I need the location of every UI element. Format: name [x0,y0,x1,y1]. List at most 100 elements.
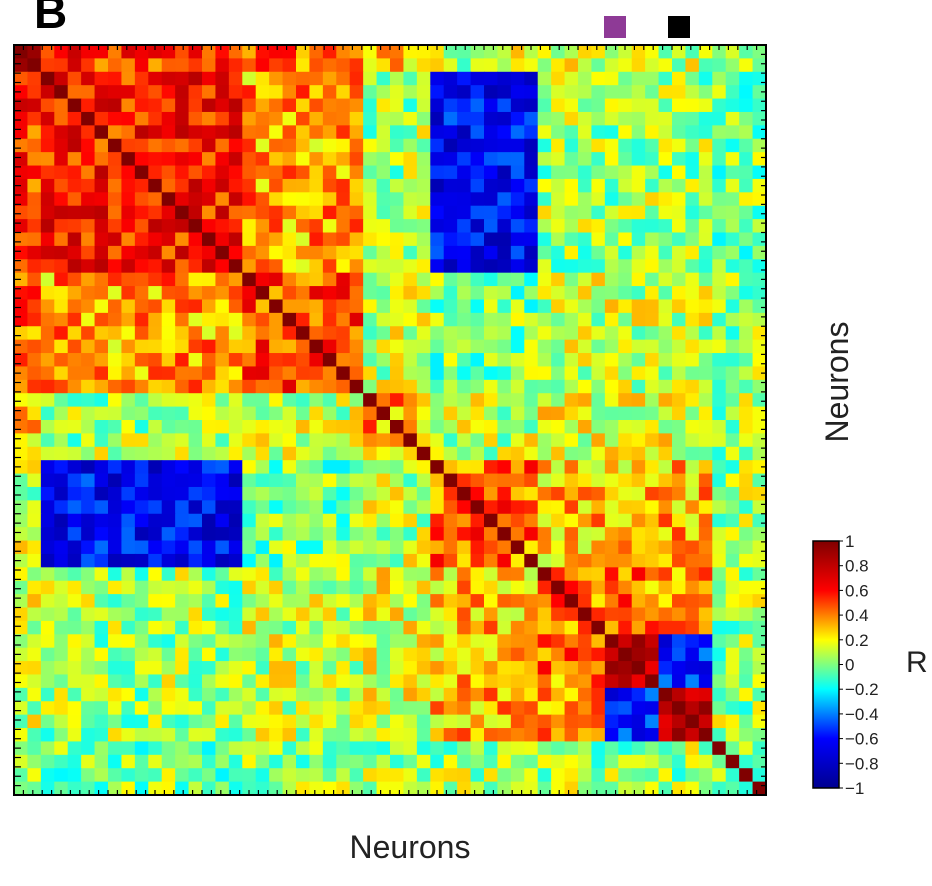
heatmap-cell [228,634,243,649]
heatmap-cell [296,178,311,193]
heatmap-cell [202,192,217,207]
heatmap-cell [658,339,673,354]
heatmap-cell [403,165,418,180]
heatmap-cell [524,701,539,716]
heatmap-cell [282,125,297,140]
heatmap-cell [457,406,472,421]
heatmap-cell [618,379,633,394]
heatmap-cell [390,152,405,167]
heatmap-cell [470,768,485,783]
heatmap-cell [296,741,311,756]
heatmap-cell [54,620,69,635]
heatmap-cell [242,353,257,368]
heatmap-cell [309,701,324,716]
heatmap-cell [81,486,96,501]
heatmap-cell [94,567,109,582]
heatmap-cell [551,781,566,796]
heatmap-cell [524,339,539,354]
heatmap-cell [108,460,123,475]
heatmap-cell [376,620,391,635]
heatmap-cell [484,379,499,394]
heatmap-cell [376,339,391,354]
heatmap-cell [484,286,499,301]
heatmap-cell [591,98,606,113]
heatmap-cell [336,245,351,260]
heatmap-cell [309,674,324,689]
heatmap-cell [134,272,149,287]
heatmap-cell [309,85,324,100]
heatmap-cell [578,245,593,260]
heatmap-cell [255,701,270,716]
heatmap-cell [497,607,512,622]
heatmap-cell [672,299,687,314]
heatmap-cell [631,339,646,354]
heatmap-cell [591,620,606,635]
heatmap-cell [564,607,579,622]
heatmap-cell [336,312,351,327]
heatmap-cell [67,580,82,595]
heatmap-cell [27,326,42,341]
heatmap-cell [403,232,418,247]
heatmap-cell [202,781,217,796]
heatmap-cell [470,446,485,461]
heatmap-cell [752,527,767,542]
heatmap-cell [282,661,297,676]
heatmap-cell [739,138,754,153]
heatmap-cell [363,205,378,220]
heatmap-cell [484,500,499,515]
heatmap-cell [269,232,284,247]
heatmap-cell [309,553,324,568]
heatmap-cell [228,178,243,193]
heatmap-cell [309,500,324,515]
heatmap-cell [698,138,713,153]
heatmap-cell [202,433,217,448]
heatmap-cell [698,205,713,220]
heatmap-cell [309,580,324,595]
heatmap-cell [376,178,391,193]
heatmap-cell [188,353,203,368]
heatmap-cell [363,460,378,475]
heatmap-cell [108,580,123,595]
heatmap-cell [725,781,740,796]
heatmap-cell [161,232,176,247]
heatmap-cell [672,71,687,86]
heatmap-cell [470,701,485,716]
heatmap-cell [242,178,257,193]
heatmap-cell [188,259,203,274]
heatmap-cell [725,259,740,274]
heatmap-cell [457,661,472,676]
heatmap-cell [376,768,391,783]
heatmap-cell [282,553,297,568]
heatmap-cell [631,232,646,247]
heatmap-cell [309,366,324,381]
heatmap-cell [631,111,646,126]
heatmap-cell [336,420,351,434]
heatmap-cell [618,768,633,783]
heatmap-cell [228,781,243,796]
heatmap-cell [108,406,123,421]
heatmap-cell [188,674,203,689]
heatmap-cell [510,634,525,649]
heatmap-cell [27,299,42,314]
heatmap-cell [457,553,472,568]
heatmap-cell [336,165,351,180]
heatmap-cell [67,728,82,743]
heatmap-cell [537,446,552,461]
heatmap-cell [416,366,431,381]
heatmap-cell [537,781,552,796]
heatmap-cell [148,754,163,769]
heatmap-cell [470,85,485,100]
heatmap-cell [658,527,673,542]
heatmap-cell [564,580,579,595]
heatmap-cell [94,219,109,234]
heatmap-cell [336,125,351,140]
heatmap-cell [67,286,82,301]
heatmap-cell [551,594,566,609]
heatmap-cell [725,165,740,180]
heatmap-cell [443,165,458,180]
heatmap-cell [255,406,270,421]
heatmap-cell [175,138,190,153]
heatmap-cell [14,580,29,595]
heatmap-cell [564,781,579,796]
heatmap-cell [712,379,727,394]
